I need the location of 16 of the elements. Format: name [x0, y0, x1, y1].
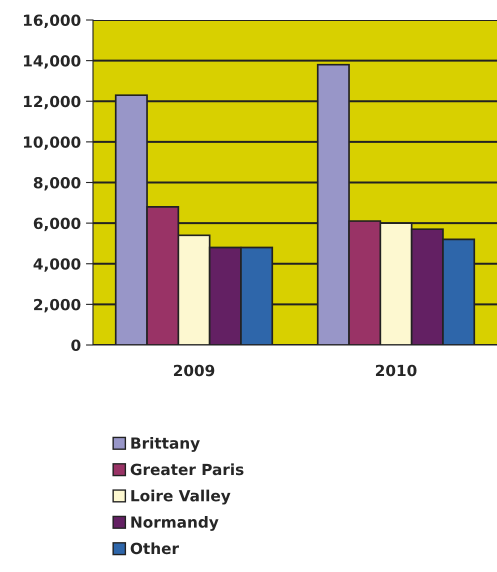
- legend-label: Greater Paris: [130, 463, 244, 476]
- y-tick-label: 2,000: [34, 298, 80, 312]
- y-tick-label: 0: [71, 339, 80, 352]
- x-tick-label: 2009: [174, 364, 214, 376]
- y-tick-label: 8,000: [34, 176, 80, 190]
- x-tick-label: 2010: [376, 364, 417, 376]
- y-tick-label: 6,000: [34, 218, 80, 232]
- legend-label: Loire Valley: [131, 490, 230, 505]
- y-tick-label: 16,000: [24, 14, 80, 28]
- legend-label: Other: [130, 542, 179, 554]
- legend-label: Normandy: [131, 516, 218, 531]
- y-tick-label: 4,000: [34, 258, 80, 272]
- y-tick-label: 14,000: [24, 55, 80, 69]
- legend-label: Brittany: [131, 437, 200, 452]
- y-tick-label: 10,000: [24, 136, 80, 150]
- y-tick-label: 12,000: [24, 96, 80, 110]
